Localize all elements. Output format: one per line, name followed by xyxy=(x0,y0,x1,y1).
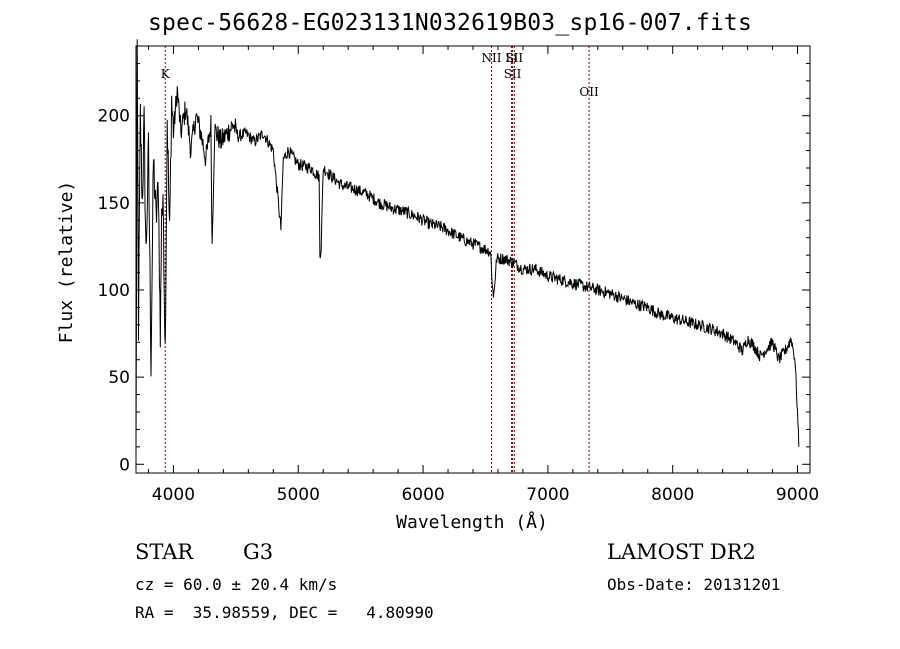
observation-date: Obs-Date: 20131201 xyxy=(607,575,781,594)
chart-title: spec-56628-EG023131N032619B03_sp16-007.f… xyxy=(147,10,753,36)
plot-frame xyxy=(135,45,811,474)
x-axis-label: Wavelength (Å) xyxy=(396,511,548,533)
axes-layer: 4000 5000 6000 7000 8000 9000 0 50 100 150 200 xyxy=(98,45,819,505)
line-label-sii: SII xyxy=(504,67,522,81)
x-tick-label: 9000 xyxy=(776,485,819,505)
y-tick-label: 200 xyxy=(98,107,130,127)
line-label-nii: NII xyxy=(481,51,501,65)
line-label-li: Li xyxy=(506,51,518,65)
y-tick-label: 50 xyxy=(108,368,130,388)
x-tick-label: 8000 xyxy=(651,485,694,505)
x-tick-label: 5000 xyxy=(277,485,320,505)
spectrum-line xyxy=(135,39,800,449)
object-subclass: G3 xyxy=(243,540,274,564)
y-axis-label: Flux (relative) xyxy=(56,181,77,344)
line-label-oii: OII xyxy=(579,85,599,99)
line-label-sii: SII xyxy=(505,51,523,65)
x-tick-label: 4000 xyxy=(152,485,195,505)
survey-name: LAMOST DR2 xyxy=(607,540,756,564)
object-class: STAR xyxy=(135,540,194,564)
y-tick-label: 0 xyxy=(119,455,130,475)
redshift-cz: cz = 60.0 ± 20.4 km/s xyxy=(135,575,338,594)
line-label-k: K xyxy=(161,67,171,81)
coordinates-radec: RA = 35.98559, DEC = 4.80990 xyxy=(135,603,434,622)
y-tick-label: 100 xyxy=(98,281,130,301)
x-tick-label: 7000 xyxy=(526,485,569,505)
y-tick-label: 150 xyxy=(98,194,130,214)
spectrum-series-layer xyxy=(135,39,800,449)
x-tick-label: 6000 xyxy=(401,485,444,505)
